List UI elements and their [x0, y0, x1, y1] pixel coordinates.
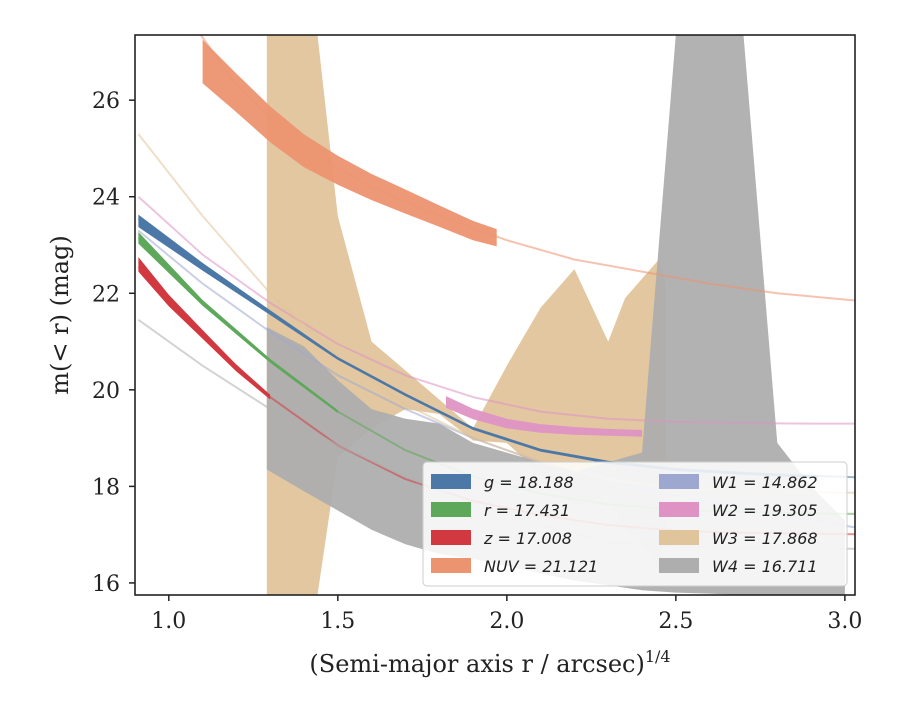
x-axis-label: (Semi-major axis r / arcsec)1/4: [309, 647, 670, 678]
legend-label-r: r = 17.431: [484, 501, 570, 520]
x-tick-label: 1.0: [151, 609, 186, 634]
y-tick-label: 24: [92, 186, 120, 211]
band-nuv: [202, 39, 497, 247]
legend-label-w1: W1 = 14.862: [712, 473, 818, 492]
y-tick-label: 20: [92, 379, 120, 404]
y-tick-label: 26: [92, 89, 120, 114]
legend-swatch-w4: [659, 558, 699, 573]
legend-swatch-nuv: [431, 558, 471, 573]
axes: 1.0 1.5 2.0 2.5 3.0 16 18 20 22 24 26: [92, 89, 862, 634]
legend-label-nuv: NUV = 21.121: [484, 557, 598, 576]
plot-frame: [134, 34, 856, 596]
legend-swatch-w3: [659, 530, 699, 545]
x-tick-label: 1.5: [320, 609, 355, 634]
y-axis-label: m(< r) (mag): [46, 235, 74, 394]
y-tick-label: 18: [92, 475, 120, 500]
legend-swatch-z: [431, 530, 471, 545]
legend-label-w2: W2 = 19.305: [712, 501, 818, 520]
y-tick-label: 22: [92, 282, 120, 307]
x-tick-label: 2.5: [658, 609, 693, 634]
x-tick-label: 2.0: [489, 609, 524, 634]
legend-label-w4: W4 = 16.711: [712, 557, 818, 576]
legend-swatch-r: [431, 502, 471, 517]
legend-label-g: g = 18.188: [484, 473, 574, 492]
legend-label-w3: W3 = 17.868: [712, 529, 818, 548]
plot-area: [137, 35, 855, 595]
w4-uncertainty-band: [266, 35, 845, 595]
legend-label-z: z = 17.008: [483, 529, 572, 548]
legend-swatch-w2: [659, 502, 699, 517]
x-tick-label: 3.0: [827, 609, 862, 634]
model-curve-w2: [137, 195, 855, 425]
band-w2: [446, 396, 642, 437]
data-band-z: [138, 257, 271, 400]
legend: g = 18.188 r = 17.431 z = 17.008 NUV = 21.1…: [422, 461, 848, 587]
legend-swatch-g: [431, 474, 471, 489]
legend-box: [422, 461, 848, 587]
legend-swatch-w1: [659, 474, 699, 489]
y-tick-label: 16: [92, 572, 120, 597]
